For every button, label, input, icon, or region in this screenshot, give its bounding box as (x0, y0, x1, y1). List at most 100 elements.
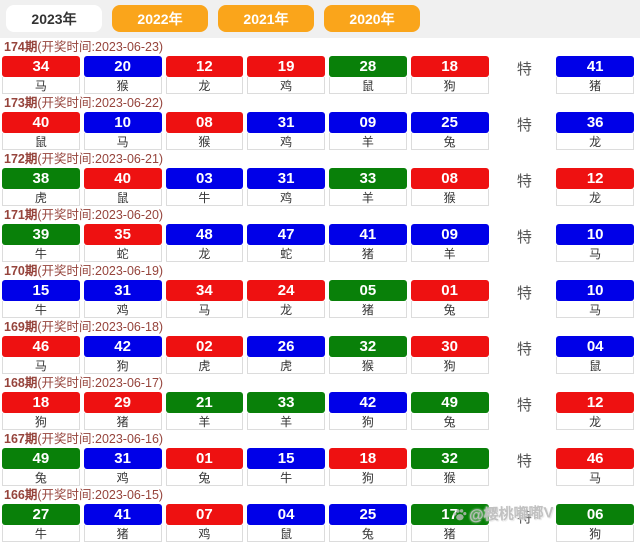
special-spacer: 特 (493, 224, 557, 262)
ball-number: 18 (329, 448, 407, 469)
ball: 09 羊 (329, 112, 407, 150)
special-label: 特 (516, 173, 532, 190)
draw-time: (开奖时间:2023-06-20) (37, 208, 164, 222)
ball-zodiac: 牛 (2, 245, 80, 262)
ball: 15 牛 (247, 448, 325, 486)
draw-period: 172期 (4, 152, 38, 166)
ball-zodiac: 马 (83, 133, 162, 150)
ball-zodiac: 狗 (329, 413, 407, 430)
ball-zodiac: 猪 (329, 245, 407, 262)
ball-number: 04 (247, 504, 325, 525)
ball-zodiac: 鸡 (83, 469, 162, 486)
ball: 41 猪 (329, 224, 407, 262)
ball-zodiac: 马 (556, 469, 635, 486)
ball: 25 兔 (410, 112, 489, 150)
ball: 47 蛇 (247, 224, 325, 262)
ball-number: 01 (410, 280, 489, 301)
ball-number: 01 (165, 448, 244, 469)
ball-number: 38 (2, 168, 80, 189)
draw-block: 174期(开奖时间:2023-06-23) 34 马 20 猴 12 龙 19 … (0, 39, 640, 94)
ball-zodiac: 猪 (83, 525, 162, 542)
ball: 49 兔 (2, 448, 80, 486)
ball-zodiac: 鼠 (2, 133, 80, 150)
ball: 08 猴 (410, 168, 489, 206)
ball: 19 鸡 (247, 56, 325, 94)
ball: 42 狗 (329, 392, 407, 430)
ball: 40 鼠 (83, 168, 162, 206)
special-spacer: 特 (493, 392, 557, 430)
special-ball: 12 龙 (556, 392, 635, 430)
tab-2021[interactable]: 2021年 (218, 5, 314, 32)
ball-row: 49 兔 31 鸡 01 兔 15 牛 18 狗 32 猴 特 46 马 (0, 448, 640, 486)
ball-zodiac: 马 (556, 301, 635, 318)
ball: 03 牛 (165, 168, 244, 206)
special-ball: 06 狗 (556, 504, 635, 542)
draw-period: 171期 (4, 208, 38, 222)
ball-zodiac: 鸡 (247, 189, 325, 206)
special-spacer: 特 (493, 448, 557, 486)
tab-2020[interactable]: 2020年 (324, 5, 420, 32)
year-tab-strip: 2023年 2022年 2021年 2020年 (0, 0, 640, 38)
ball-zodiac: 猪 (410, 525, 489, 542)
special-ball: 04 鼠 (556, 336, 635, 374)
ball-zodiac: 鼠 (83, 189, 162, 206)
special-label: 特 (516, 117, 532, 134)
tab-2023[interactable]: 2023年 (6, 5, 102, 32)
ball: 15 牛 (2, 280, 80, 318)
ball: 10 马 (83, 112, 162, 150)
ball-zodiac: 羊 (329, 133, 407, 150)
ball-number: 28 (329, 56, 407, 77)
ball: 48 龙 (165, 224, 244, 262)
ball-number: 46 (556, 448, 635, 469)
ball-number: 41 (83, 504, 162, 525)
ball-zodiac: 马 (556, 245, 635, 262)
special-ball: 46 马 (556, 448, 635, 486)
ball: 27 牛 (2, 504, 80, 542)
ball-zodiac: 龙 (165, 245, 244, 262)
ball-zodiac: 羊 (247, 413, 325, 430)
ball-zodiac: 羊 (165, 413, 244, 430)
ball-zodiac: 龙 (556, 133, 635, 150)
ball-number: 10 (556, 224, 635, 245)
ball-number: 21 (165, 392, 244, 413)
ball-number: 31 (83, 280, 162, 301)
ball: 34 马 (165, 280, 244, 318)
ball-number: 36 (556, 112, 635, 133)
ball-number: 41 (329, 224, 407, 245)
ball-number: 04 (556, 336, 635, 357)
ball-row: 18 狗 29 猪 21 羊 33 羊 42 狗 49 兔 特 12 龙 (0, 392, 640, 430)
draw-time: (开奖时间:2023-06-18) (37, 320, 164, 334)
ball-zodiac: 牛 (247, 469, 325, 486)
draw-block: 171期(开奖时间:2023-06-20) 39 牛 35 蛇 48 龙 47 … (0, 207, 640, 262)
draw-period-header: 167期(开奖时间:2023-06-16) (0, 431, 640, 448)
special-ball: 36 龙 (556, 112, 635, 150)
special-label: 特 (516, 341, 532, 358)
ball-zodiac: 兔 (165, 469, 244, 486)
ball-zodiac: 猴 (410, 469, 489, 486)
ball-zodiac: 龙 (165, 77, 244, 94)
ball-number: 19 (247, 56, 325, 77)
ball-number: 49 (410, 392, 489, 413)
ball-number: 12 (165, 56, 244, 77)
ball-zodiac: 狗 (2, 413, 80, 430)
special-label: 特 (516, 61, 532, 78)
ball-number: 12 (556, 392, 635, 413)
draw-block: 167期(开奖时间:2023-06-16) 49 兔 31 鸡 01 兔 15 … (0, 431, 640, 486)
ball-number: 32 (329, 336, 407, 357)
draw-period: 170期 (4, 264, 38, 278)
draw-period: 166期 (4, 488, 38, 502)
ball: 28 鼠 (329, 56, 407, 94)
tab-2022[interactable]: 2022年 (112, 5, 208, 32)
ball: 31 鸡 (247, 168, 325, 206)
draw-block: 168期(开奖时间:2023-06-17) 18 狗 29 猪 21 羊 33 … (0, 375, 640, 430)
ball: 31 鸡 (83, 280, 162, 318)
ball-zodiac: 龙 (556, 189, 635, 206)
ball-zodiac: 猴 (410, 189, 489, 206)
special-spacer: 特 (493, 280, 557, 318)
ball-number: 08 (165, 112, 244, 133)
ball: 24 龙 (247, 280, 325, 318)
ball-zodiac: 猪 (329, 301, 407, 318)
ball-zodiac: 兔 (410, 413, 489, 430)
ball: 35 蛇 (83, 224, 162, 262)
draw-block: 166期(开奖时间:2023-06-15) 27 牛 41 猪 07 鸡 04 … (0, 487, 640, 542)
